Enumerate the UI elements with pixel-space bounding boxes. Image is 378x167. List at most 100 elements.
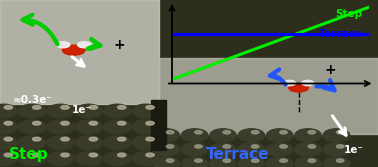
Ellipse shape bbox=[251, 159, 259, 162]
Ellipse shape bbox=[75, 152, 102, 165]
Ellipse shape bbox=[4, 153, 12, 157]
Circle shape bbox=[289, 83, 308, 92]
Ellipse shape bbox=[104, 136, 131, 150]
Ellipse shape bbox=[251, 131, 259, 134]
Text: Terrace: Terrace bbox=[319, 29, 363, 39]
Ellipse shape bbox=[146, 121, 154, 125]
Ellipse shape bbox=[223, 145, 231, 148]
Ellipse shape bbox=[104, 152, 131, 165]
Ellipse shape bbox=[166, 159, 174, 162]
Ellipse shape bbox=[295, 143, 321, 156]
Ellipse shape bbox=[132, 104, 159, 118]
Ellipse shape bbox=[19, 104, 46, 118]
Text: $H_{upd}$ (vs RHE): $H_{upd}$ (vs RHE) bbox=[168, 0, 239, 3]
Ellipse shape bbox=[146, 137, 154, 141]
Ellipse shape bbox=[75, 136, 102, 150]
Ellipse shape bbox=[308, 159, 316, 162]
Ellipse shape bbox=[75, 104, 102, 118]
Ellipse shape bbox=[33, 106, 41, 109]
Ellipse shape bbox=[195, 131, 202, 134]
Ellipse shape bbox=[280, 131, 287, 134]
Ellipse shape bbox=[33, 121, 41, 125]
Ellipse shape bbox=[295, 157, 321, 167]
Ellipse shape bbox=[75, 120, 102, 134]
Ellipse shape bbox=[195, 145, 202, 148]
Ellipse shape bbox=[4, 106, 12, 109]
Ellipse shape bbox=[280, 159, 287, 162]
Ellipse shape bbox=[238, 143, 265, 156]
Ellipse shape bbox=[266, 143, 293, 156]
Polygon shape bbox=[159, 58, 378, 134]
Ellipse shape bbox=[61, 137, 69, 141]
Ellipse shape bbox=[238, 157, 265, 167]
Ellipse shape bbox=[47, 104, 74, 118]
Ellipse shape bbox=[223, 159, 231, 162]
Ellipse shape bbox=[153, 143, 180, 156]
Ellipse shape bbox=[118, 121, 126, 125]
Ellipse shape bbox=[19, 120, 46, 134]
Ellipse shape bbox=[0, 136, 17, 150]
Text: ≈0.3e⁻: ≈0.3e⁻ bbox=[13, 95, 53, 105]
Text: +: + bbox=[113, 38, 125, 52]
Circle shape bbox=[56, 42, 70, 48]
Ellipse shape bbox=[132, 152, 159, 165]
Ellipse shape bbox=[308, 131, 316, 134]
Ellipse shape bbox=[19, 152, 46, 165]
Ellipse shape bbox=[0, 120, 17, 134]
Ellipse shape bbox=[223, 131, 231, 134]
Ellipse shape bbox=[61, 153, 69, 157]
Polygon shape bbox=[0, 0, 159, 104]
Text: Step: Step bbox=[336, 9, 363, 19]
Ellipse shape bbox=[118, 153, 126, 157]
Ellipse shape bbox=[251, 145, 259, 148]
Ellipse shape bbox=[336, 159, 344, 162]
Ellipse shape bbox=[210, 157, 236, 167]
Ellipse shape bbox=[146, 106, 154, 109]
Ellipse shape bbox=[323, 143, 350, 156]
Ellipse shape bbox=[266, 157, 293, 167]
Ellipse shape bbox=[166, 131, 174, 134]
Ellipse shape bbox=[118, 106, 126, 109]
Ellipse shape bbox=[323, 157, 350, 167]
Text: Terrace: Terrace bbox=[206, 147, 270, 162]
Ellipse shape bbox=[61, 106, 69, 109]
Ellipse shape bbox=[132, 120, 159, 134]
Ellipse shape bbox=[336, 131, 344, 134]
Circle shape bbox=[77, 42, 91, 48]
Circle shape bbox=[284, 80, 296, 86]
Text: 1e⁻: 1e⁻ bbox=[71, 105, 91, 115]
Ellipse shape bbox=[118, 137, 126, 141]
Ellipse shape bbox=[153, 129, 180, 142]
Ellipse shape bbox=[181, 129, 208, 142]
Ellipse shape bbox=[104, 104, 131, 118]
Ellipse shape bbox=[210, 143, 236, 156]
Ellipse shape bbox=[89, 153, 98, 157]
Ellipse shape bbox=[266, 129, 293, 142]
Ellipse shape bbox=[210, 129, 236, 142]
Ellipse shape bbox=[89, 137, 98, 141]
Ellipse shape bbox=[0, 104, 17, 118]
Bar bbox=[151, 100, 166, 150]
Ellipse shape bbox=[153, 157, 180, 167]
Circle shape bbox=[302, 80, 314, 86]
Text: Step: Step bbox=[9, 147, 48, 162]
Ellipse shape bbox=[47, 152, 74, 165]
Ellipse shape bbox=[280, 145, 287, 148]
Ellipse shape bbox=[195, 159, 202, 162]
Ellipse shape bbox=[308, 145, 316, 148]
Ellipse shape bbox=[47, 120, 74, 134]
Ellipse shape bbox=[61, 121, 69, 125]
Ellipse shape bbox=[132, 136, 159, 150]
Ellipse shape bbox=[181, 143, 208, 156]
Ellipse shape bbox=[0, 152, 17, 165]
Ellipse shape bbox=[146, 153, 154, 157]
Ellipse shape bbox=[89, 106, 98, 109]
Text: 1e⁻: 1e⁻ bbox=[344, 145, 363, 155]
Circle shape bbox=[62, 45, 85, 55]
Ellipse shape bbox=[295, 129, 321, 142]
Text: +: + bbox=[325, 63, 336, 77]
Ellipse shape bbox=[4, 137, 12, 141]
Ellipse shape bbox=[47, 136, 74, 150]
Ellipse shape bbox=[19, 136, 46, 150]
Ellipse shape bbox=[323, 129, 350, 142]
